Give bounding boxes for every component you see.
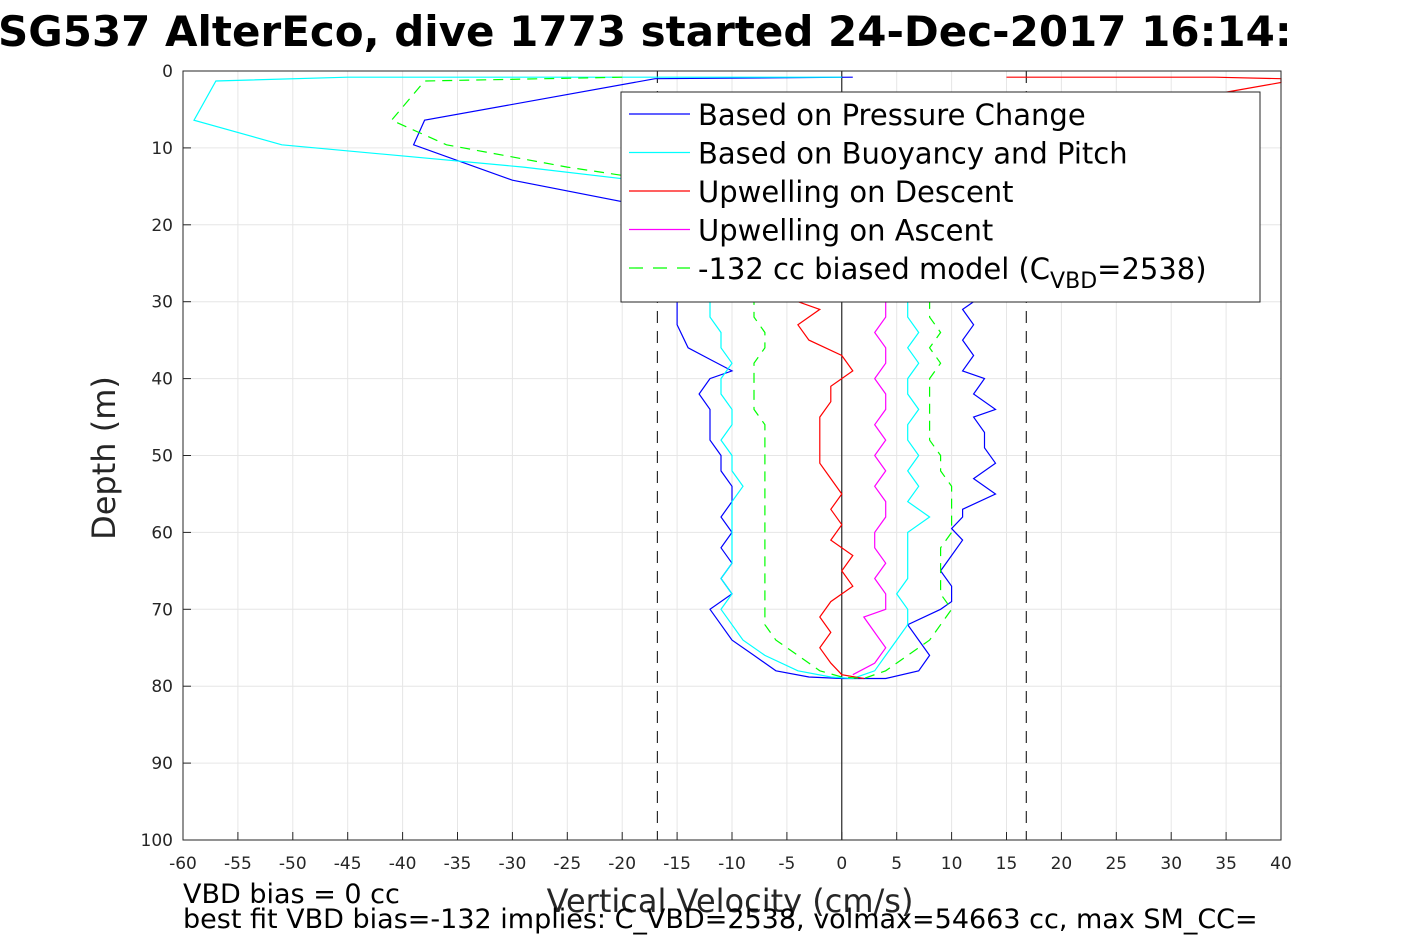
x-tick-label: -50 <box>279 854 307 874</box>
x-axis-label: Vertical Velocity (cm/s) <box>547 882 914 920</box>
x-tick-label: 10 <box>941 854 963 874</box>
series-line-1 <box>412 76 997 680</box>
legend-label: Based on Pressure Change <box>698 98 1086 132</box>
x-tick-label: 25 <box>1105 854 1127 874</box>
y-tick-label: 70 <box>151 600 173 620</box>
legend-box <box>620 91 1261 303</box>
series-line-2 <box>193 76 931 680</box>
x-tick-label: -40 <box>389 854 417 874</box>
x-tick-label: 15 <box>996 854 1018 874</box>
y-tick-label: 30 <box>151 293 173 313</box>
x-tick-label: 20 <box>1051 854 1073 874</box>
x-tick-label: -15 <box>663 854 691 874</box>
y-tick-label: 40 <box>151 370 173 390</box>
y-tick-label: 100 <box>141 831 173 851</box>
legend-label: Upwelling on Descent <box>698 175 1014 209</box>
chart-title: SG537 AlterEco, dive 1773 started 24-Dec… <box>0 7 1292 56</box>
y-axis-ticks: 0 10 20 30 40 50 60 70 80 90 100 <box>141 62 191 851</box>
x-tick-label: -55 <box>224 854 252 874</box>
x-axis-ticks: -60 -55 -50 -45 -40 -35 -30 -25 -20 -15 -10 -5 0 5 10 1… <box>169 832 1292 874</box>
x-tick-label: 35 <box>1215 854 1237 874</box>
x-tick-label: -5 <box>778 854 795 874</box>
x-tick-label: -35 <box>444 854 472 874</box>
y-axis-label: Depth (m) <box>85 376 123 540</box>
y-tick-label: 80 <box>151 677 173 697</box>
legend-label: Upwelling on Ascent <box>698 214 993 248</box>
x-tick-label: -20 <box>608 854 636 874</box>
x-tick-label: 0 <box>836 854 847 874</box>
legend: Based on Pressure Change Based on Buoyanc… <box>620 91 1261 303</box>
series-line-5 <box>390 76 953 680</box>
legend-label: Based on Buoyancy and Pitch <box>698 137 1128 171</box>
x-tick-label: -10 <box>718 854 746 874</box>
vbd-bias-note: VBD bias = 0 cc <box>183 879 400 910</box>
series-line-4 <box>852 301 887 676</box>
x-tick-label: -25 <box>553 854 581 874</box>
y-tick-label: 50 <box>151 447 173 467</box>
x-tick-label: -60 <box>169 854 197 874</box>
x-tick-label: -45 <box>334 854 362 874</box>
x-tick-label: -30 <box>499 854 527 874</box>
y-tick-label: 10 <box>151 139 173 159</box>
x-tick-label: 30 <box>1160 854 1182 874</box>
best-fit-note: best fit VBD bias=-132 implies: C_VBD=25… <box>183 904 1258 935</box>
y-tick-label: 60 <box>151 523 173 543</box>
y-tick-label: 20 <box>151 216 173 236</box>
y-tick-label: 0 <box>162 62 173 82</box>
x-tick-label: 5 <box>891 854 902 874</box>
y-tick-label: 90 <box>151 754 173 774</box>
x-tick-label: 40 <box>1270 854 1292 874</box>
